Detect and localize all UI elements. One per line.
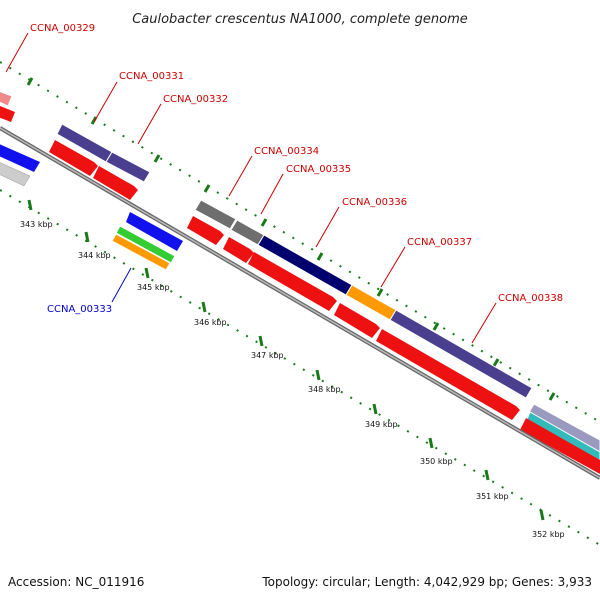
gene-label-ccna-00336[interactable]: CCNA_00336 <box>342 197 407 208</box>
cds-ccna-00338[interactable] <box>376 329 520 420</box>
map-title: Caulobacter crescentus NA1000, complete … <box>132 12 468 27</box>
inner-tick-ring <box>0 189 600 546</box>
forward-cds-ring <box>0 106 600 474</box>
gene-label-ccna-00329[interactable]: CCNA_00329 <box>30 23 95 34</box>
gene-ccna-00332-cog[interactable] <box>105 151 151 183</box>
gene-label-ccna-00334[interactable]: CCNA_00334 <box>254 146 319 157</box>
gene-label-ccna-00333[interactable]: CCNA_00333 <box>47 304 112 315</box>
tick-label: 351 kbp <box>476 492 509 501</box>
tick-label: 350 kbp <box>420 457 453 466</box>
tick-label: 346 kbp <box>194 318 227 327</box>
cds-ccna-00334[interactable] <box>187 216 224 245</box>
reverse-cds-ring <box>0 144 183 271</box>
tick-label: 348 kbp <box>308 385 341 394</box>
tick-label: 343 kbp <box>20 220 53 229</box>
cds-ccna-00333-arrow[interactable] <box>126 212 183 251</box>
gene-label-ccna-00335[interactable]: CCNA_00335 <box>286 164 351 175</box>
cds-ccna-00331[interactable] <box>49 140 98 176</box>
tick-label: 344 kbp <box>78 251 111 260</box>
cds-ccna-00337[interactable] <box>334 303 380 338</box>
outer-tick-ring <box>0 61 600 423</box>
tick-label: 352 kbp <box>532 530 565 539</box>
gene-ccna-00338-cog[interactable] <box>389 309 533 399</box>
tick-label: 349 kbp <box>365 420 398 429</box>
gene-label-ccna-00338[interactable]: CCNA_00338 <box>498 293 563 304</box>
tick-labels: 343 kbp 344 kbp 345 kbp 346 kbp 347 kbp … <box>20 220 565 539</box>
tick-label: 345 kbp <box>137 283 170 292</box>
cds-ccna-00332[interactable] <box>93 166 138 200</box>
genome-backbone <box>0 126 600 480</box>
gene-label-leaders <box>5 32 497 344</box>
cds-ccna-00335[interactable] <box>223 237 254 263</box>
gene-label-ccna-00331[interactable]: CCNA_00331 <box>119 71 184 82</box>
gene-ccna-00334-cog[interactable] <box>194 199 237 230</box>
gene-labels: CCNA_00329 CCNA_00331 CCNA_00332 CCNA_00… <box>30 23 563 315</box>
topology-text: Topology: circular; Length: 4,042,929 bp… <box>261 575 592 589</box>
gene-label-ccna-00332[interactable]: CCNA_00332 <box>163 94 228 105</box>
tick-label: 347 kbp <box>251 351 284 360</box>
cds-ccna-00336[interactable] <box>248 252 337 311</box>
accession-text: Accession: NC_011916 <box>8 575 144 589</box>
gene-label-ccna-00337[interactable]: CCNA_00337 <box>407 237 472 248</box>
gene-ccna-00333-cog[interactable] <box>115 225 176 264</box>
